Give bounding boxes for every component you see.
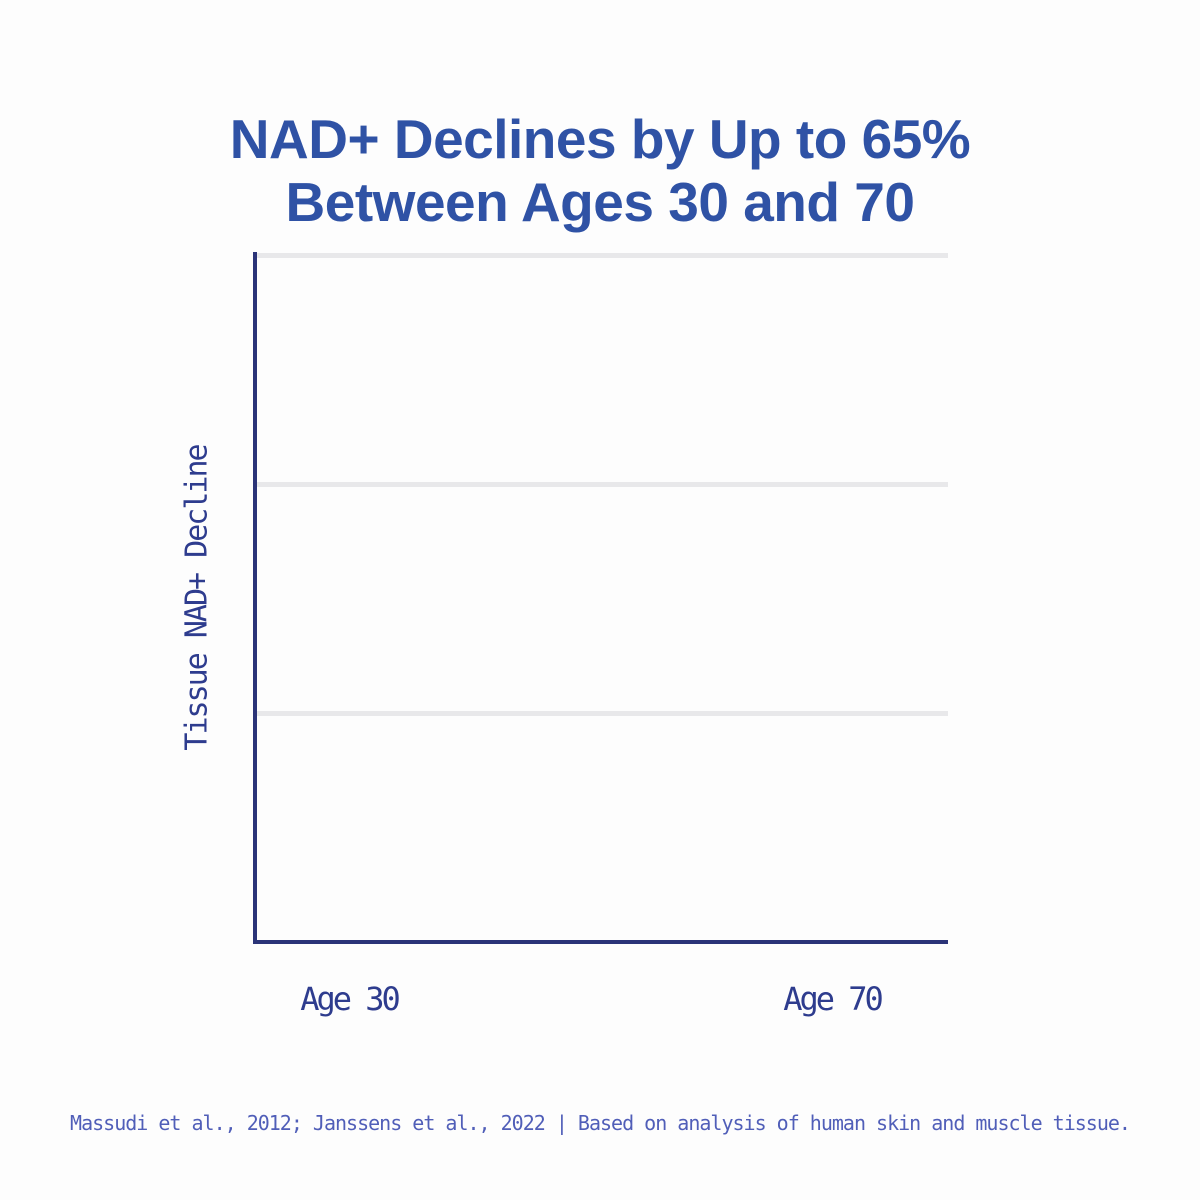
- y-axis-line: [253, 252, 257, 944]
- x-tick-label-age-30: Age 30: [300, 980, 401, 1018]
- gridline-top: [257, 253, 948, 258]
- y-axis-label: Tissue NAD+ Decline: [179, 445, 215, 751]
- x-tick-label-age-70: Age 70: [783, 980, 884, 1018]
- chart-title-line-1: NAD+ Declines by Up to 65%: [229, 108, 971, 170]
- chart-title: NAD+ Declines by Up to 65% Between Ages …: [0, 108, 1200, 234]
- footer-citation: Massudi et al., 2012; Janssens et al., 2…: [70, 1111, 1131, 1135]
- x-axis-line: [253, 940, 948, 944]
- chart-title-line-2: Between Ages 30 and 70: [285, 171, 915, 233]
- gridline-bottom: [257, 711, 948, 716]
- gridline-middle: [257, 482, 948, 487]
